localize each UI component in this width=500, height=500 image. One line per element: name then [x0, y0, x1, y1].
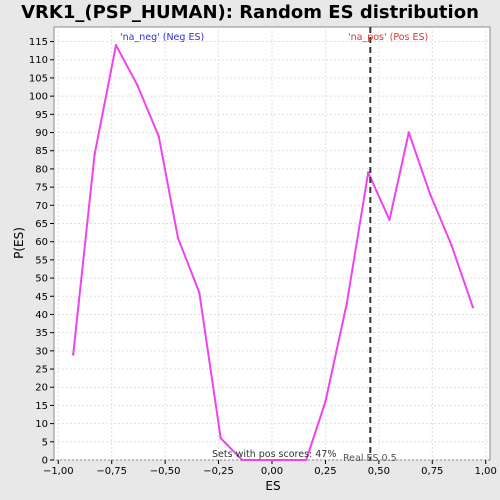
x-tick-label: −0,75 [96, 466, 127, 477]
y-tick-label: 105 [29, 73, 48, 84]
data-point [429, 193, 432, 196]
data-point [324, 400, 327, 403]
pos-scores-label: Sets with pos scores: 47% [212, 449, 336, 460]
y-tick-label: 70 [35, 201, 48, 212]
x-axis: −1,00 −0,75 −0,50 −0,25 0,00 0,25 0,50 0,75 1,00 [43, 460, 497, 477]
y-tick-label: 115 [29, 37, 48, 48]
data-point [219, 437, 222, 440]
data-point [407, 131, 410, 134]
grid [54, 27, 490, 461]
y-tick-label: 30 [35, 346, 48, 357]
pos-es-label: 'na_pos' (Pos ES) [348, 32, 428, 43]
chart-title: VRK1_(PSP_HUMAN): Random ES distribution [21, 2, 479, 23]
y-tick-label: 100 [29, 92, 48, 103]
series-line [72, 44, 474, 461]
x-tick-label: 0,50 [368, 466, 390, 477]
y-tick-label: 85 [35, 146, 48, 157]
data-point [157, 135, 160, 138]
x-tick-label: −0,25 [203, 466, 234, 477]
y-axis: 0 5 10 15 20 25 30 35 40 45 50 55 60 65 70 75 80 85 90 95 10… [29, 37, 54, 467]
series-layer [72, 44, 475, 462]
data-point [176, 236, 180, 240]
x-tick-label: 0,75 [421, 466, 443, 477]
y-tick-label: 15 [35, 401, 48, 412]
x-tick-label: 1,00 [475, 466, 497, 477]
y-tick-label: 0 [42, 456, 48, 467]
data-point [305, 458, 308, 462]
y-tick-label: 20 [35, 383, 48, 394]
y-axis-label: P(ES) [12, 227, 26, 259]
x-tick-label: −0,50 [150, 466, 181, 477]
neg-es-label: 'na_neg' (Neg ES) [120, 32, 204, 43]
y-tick-label: 110 [29, 55, 48, 66]
y-tick-label: 75 [35, 183, 48, 194]
data-point [136, 84, 139, 87]
x-axis-label: ES [265, 479, 280, 493]
data-point [388, 218, 391, 221]
y-tick-label: 80 [35, 164, 48, 175]
data-point [367, 171, 370, 174]
data-point [72, 353, 75, 356]
data-point [345, 302, 348, 305]
x-tick-label: −1,00 [43, 466, 74, 477]
y-tick-label: 90 [35, 128, 48, 139]
data-point [471, 306, 475, 309]
y-tick-label: 55 [35, 255, 48, 266]
y-tick-label: 95 [35, 110, 48, 121]
data-point [240, 458, 244, 462]
data-point [198, 291, 201, 294]
data-point [93, 153, 96, 156]
data-point [114, 44, 118, 47]
y-tick-label: 50 [35, 274, 48, 285]
x-tick-label: 0,00 [261, 466, 283, 477]
y-tick-label: 65 [35, 219, 48, 230]
real-es-label: Real ES 0.5 [343, 453, 397, 464]
y-tick-label: 35 [35, 328, 48, 339]
y-tick-label: 5 [42, 437, 48, 448]
data-point [450, 244, 453, 247]
y-tick-label: 25 [35, 365, 48, 376]
y-tick-label: 45 [35, 292, 48, 303]
y-tick-label: 10 [35, 419, 48, 430]
y-tick-label: 60 [35, 237, 48, 248]
y-tick-label: 40 [35, 310, 48, 321]
x-tick-label: 0,25 [314, 466, 336, 477]
